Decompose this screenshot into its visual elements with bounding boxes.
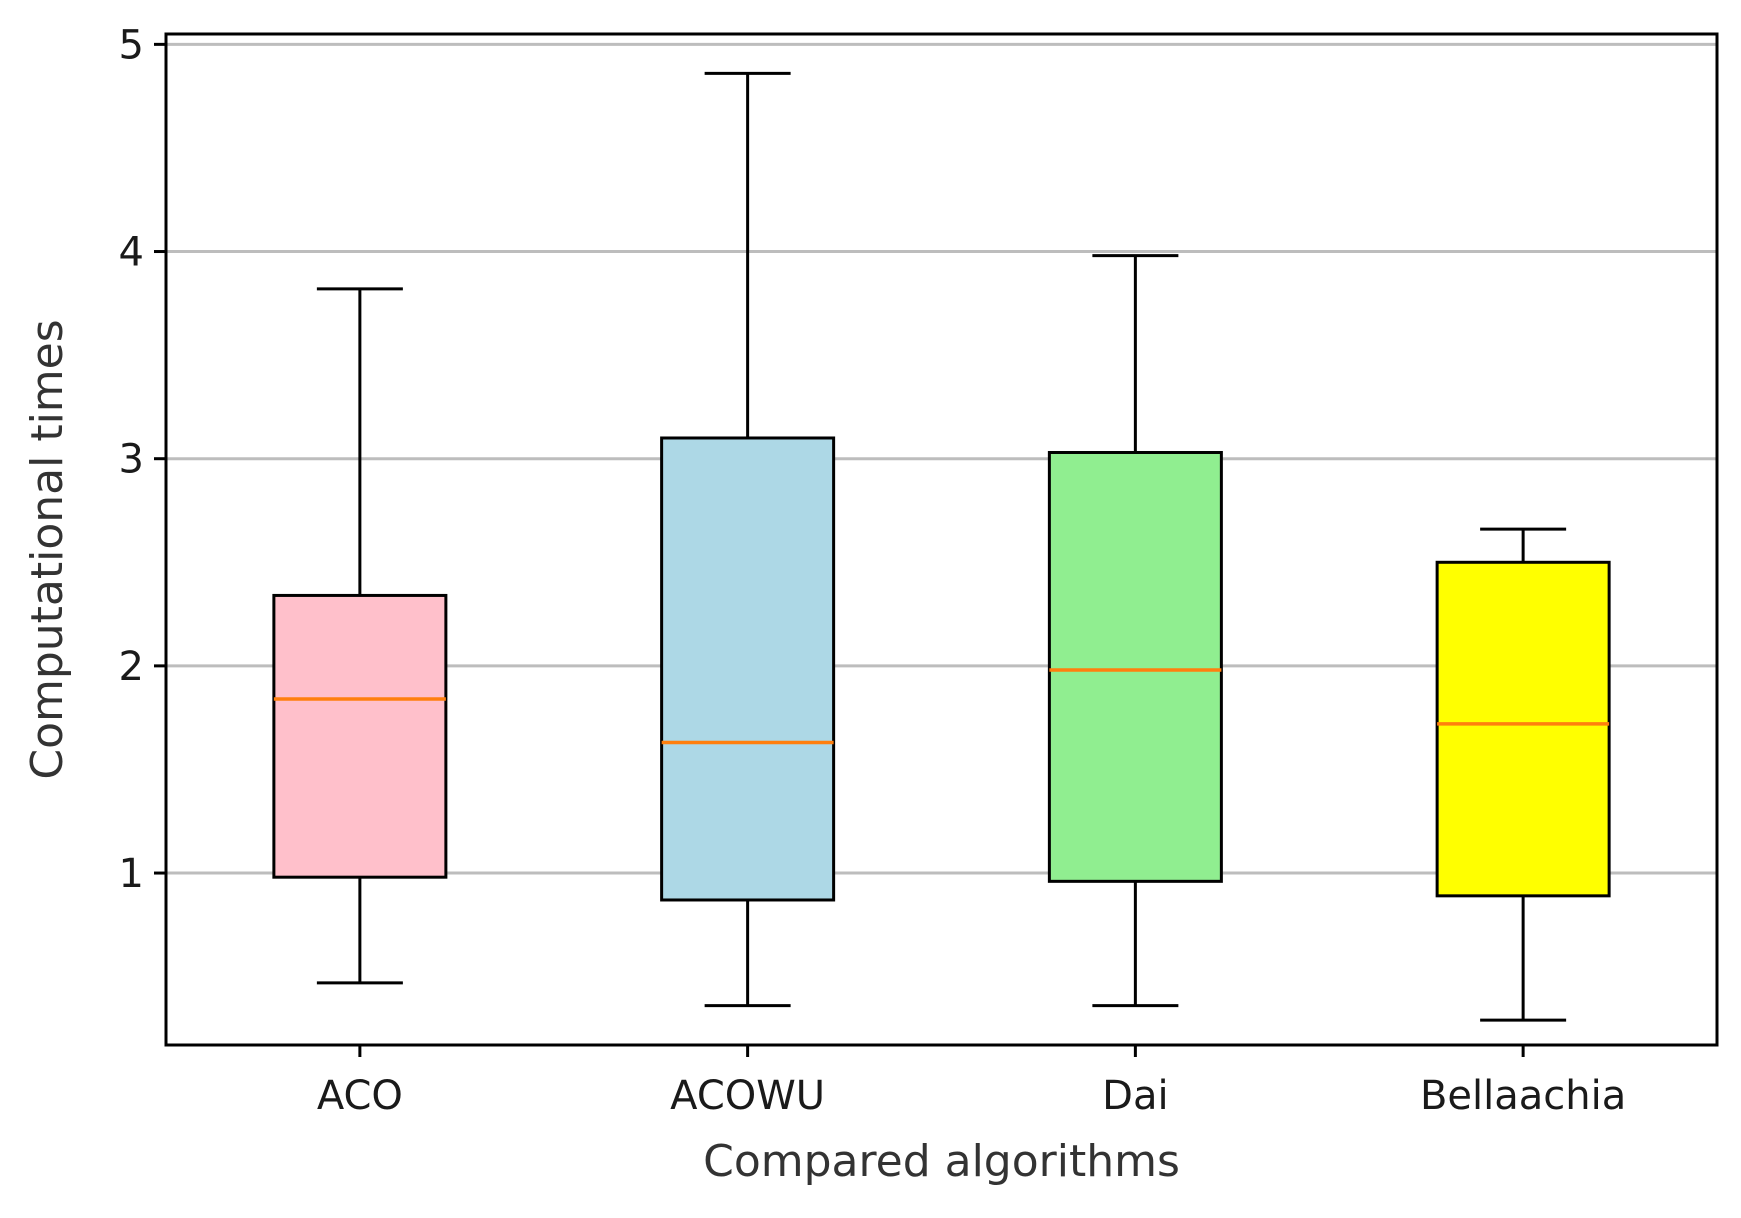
iqr-box: [1047, 450, 1223, 883]
y-tick-label: 3: [119, 437, 144, 483]
y-tick-label: 2: [119, 644, 144, 690]
plot-frame: [164, 32, 1719, 1047]
x-tick-label: ACO: [317, 1073, 403, 1119]
iqr-box: [1435, 560, 1611, 898]
y-tick-label: 1: [119, 851, 144, 897]
box-acowu: [660, 71, 836, 1008]
x-axis-title: Compared algorithms: [703, 1136, 1180, 1187]
iqr-box: [272, 593, 448, 879]
x-tick-label: ACOWU: [670, 1073, 825, 1119]
x-tick-label: Bellaachia: [1420, 1073, 1626, 1119]
y-tick-label: 5: [119, 22, 144, 68]
iqr-box: [660, 436, 836, 902]
y-tick-label: 4: [119, 230, 144, 276]
box-bellaachia: [1435, 527, 1611, 1022]
x-tick-label: Dai: [1102, 1073, 1168, 1119]
box-aco: [272, 287, 448, 985]
axis-ticks: 1 2 3 4 5 ACO ACOWU Dai Bellaachia: [119, 22, 1627, 1119]
box-dai: [1047, 254, 1223, 1008]
boxes: [272, 71, 1611, 1022]
y-axis-title: Computational times: [22, 319, 73, 779]
